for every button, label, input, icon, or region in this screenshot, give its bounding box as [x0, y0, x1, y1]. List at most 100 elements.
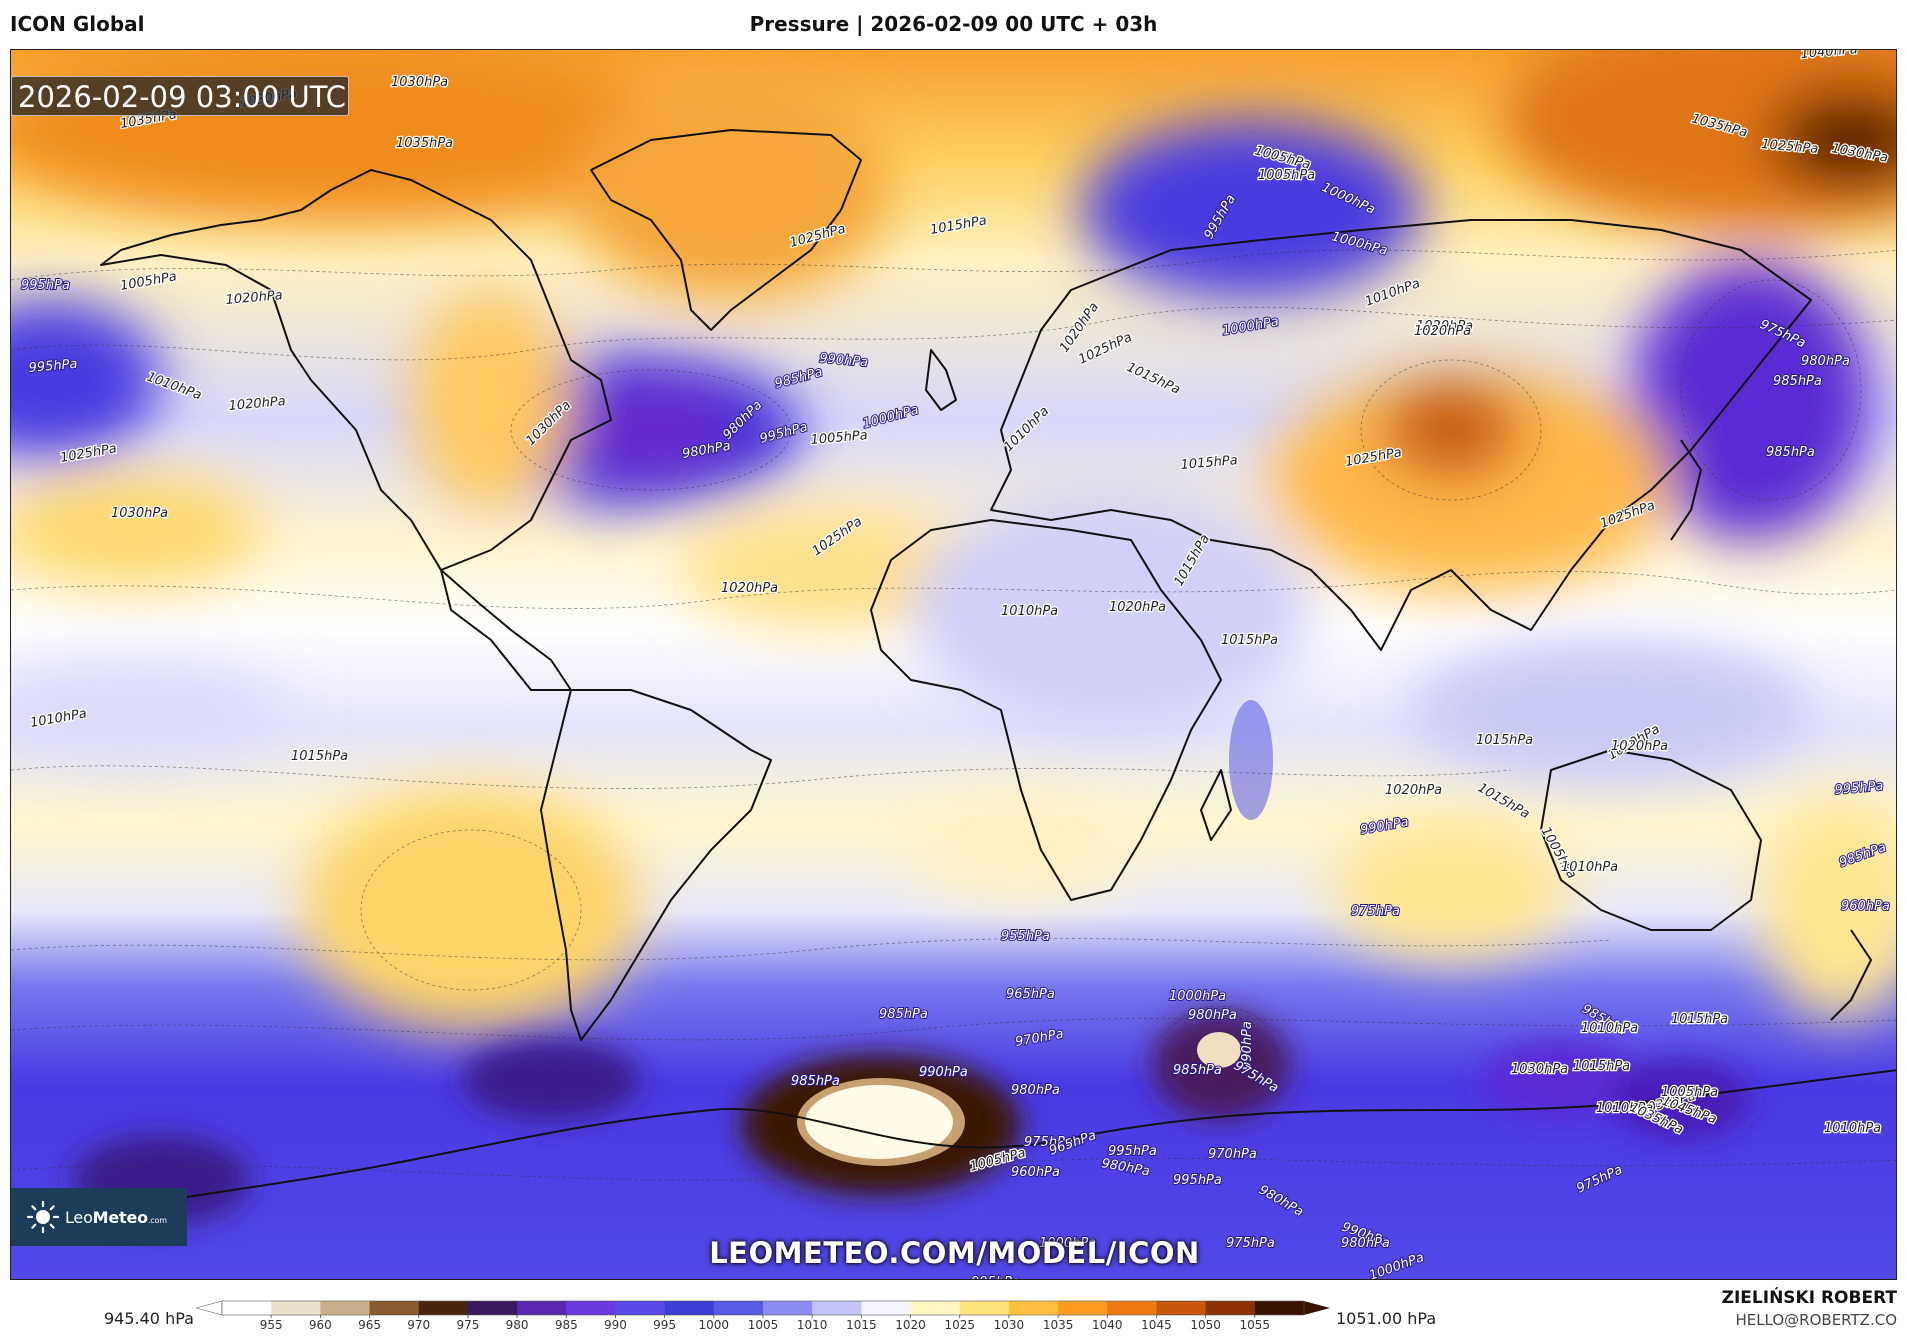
isobar-lines	[11, 249, 1896, 1183]
isobar-label: 1005hPa	[810, 428, 868, 448]
sun-icon	[26, 1200, 60, 1234]
isobar-label: 985hPa	[879, 1007, 928, 1022]
coastlines	[11, 129, 1896, 1231]
isobar-label: 985hPa	[1173, 1063, 1222, 1078]
valid-time-badge: 2026-02-09 03:00 UTC	[11, 76, 349, 116]
isobar-label: 1010hPa	[1596, 1101, 1653, 1116]
isobar-label: 985hPa	[1766, 445, 1815, 460]
isobar-label: 1020hPa	[1414, 324, 1471, 339]
isobar-label: 965hPa	[1006, 987, 1055, 1002]
isobar-label: 990hPa	[919, 1065, 968, 1080]
colorbar-segment	[222, 1301, 272, 1315]
page-title: Pressure | 2026-02-09 00 UTC + 03h	[749, 12, 1158, 36]
north-america-outline	[100, 169, 612, 691]
colorbar-tick-label: 1040	[1092, 1318, 1123, 1332]
eurasia-outline	[990, 219, 1812, 651]
isobar-label: 990hPa	[1240, 1021, 1255, 1070]
colorbar-segment	[320, 1301, 371, 1315]
colorbar-segment	[713, 1301, 764, 1315]
colorbar-segment	[369, 1301, 420, 1315]
colorbar-segment	[1008, 1301, 1059, 1315]
colorbar-segment	[1107, 1301, 1157, 1315]
isobar-label: 995hPa	[1108, 1144, 1157, 1159]
colorbar-segment	[763, 1301, 813, 1315]
colorbar-tick-label: 955	[260, 1318, 283, 1332]
isobar-label: 970hPa	[1208, 1147, 1257, 1162]
isobar-label: 1015hPa	[1476, 733, 1533, 748]
isobar-label: 1030hPa	[1511, 1062, 1568, 1077]
colorbar-tick-label: 1050	[1190, 1318, 1221, 1332]
isobar-label: 980hPa	[1341, 1236, 1390, 1251]
isobar-label: 955hPa	[1001, 929, 1050, 944]
isobar-label: 960hPa	[1841, 899, 1890, 914]
colorbar-max-arrow	[1304, 1301, 1330, 1315]
colorbar-segment	[467, 1301, 518, 1315]
new-zealand-outline	[1830, 929, 1872, 1021]
isobar-label: 1010hPa	[1824, 1121, 1881, 1136]
colorbar-tick-label: 975	[456, 1318, 479, 1332]
isobar-label: 1020hPa	[1385, 783, 1442, 798]
colorbar-min-label: 945.40 hPa	[104, 1309, 194, 1328]
colorbar-tick-label: 1015	[846, 1318, 877, 1332]
isobar-label: 975hPa	[1226, 1236, 1275, 1251]
isobar-label: 1015hPa	[1573, 1059, 1630, 1074]
isobar-label: 995hPa	[1834, 779, 1884, 798]
colorbar-segment	[1205, 1301, 1256, 1315]
colorbar: 955 960 965 970 975 980 985 990 995 1000 1005 1010 1…	[196, 1300, 1330, 1332]
pressure-map[interactable]: 1030hPa1035hPa1030hPa1035hPa1040hPa1035h…	[10, 49, 1897, 1280]
colorbar-segment	[418, 1301, 469, 1315]
africa-outline	[870, 519, 1222, 901]
colorbar-tick-label: 1010	[797, 1318, 828, 1332]
colorbar-segment	[1058, 1301, 1108, 1315]
isobar-label: 1020hPa	[721, 581, 778, 596]
colorbar-tick-label: 995	[653, 1318, 676, 1332]
isobar-label: 1000hPa	[1039, 1236, 1096, 1251]
colorbar-tick-label: 960	[309, 1318, 332, 1332]
isobar-label: 985hPa	[791, 1074, 840, 1089]
isobar-label: 1020hPa	[228, 394, 286, 414]
colorbar-tick-label: 985	[555, 1318, 578, 1332]
isobar-label: 1005hPa	[1258, 168, 1315, 183]
isobar-label: 985hPa	[1773, 374, 1822, 389]
colorbar-min-arrow	[196, 1300, 223, 1316]
isobar-label: 1020hPa	[1611, 739, 1668, 754]
isobar-label: 1010hPa	[1001, 604, 1058, 619]
isobar-label: 995hPa	[28, 357, 78, 376]
author-name: ZIELIŃSKI ROBERT	[1721, 1288, 1897, 1308]
colorbar-tick-label: 1005	[748, 1318, 779, 1332]
colorbar-segment	[1156, 1301, 1207, 1315]
isobar-label: 1025hPa	[1761, 137, 1819, 157]
antarctica-outline	[11, 1069, 1896, 1231]
isobar-label: 1035hPa	[396, 136, 453, 151]
leometeo-logo[interactable]: LeoMeteo.com	[11, 1188, 187, 1246]
isobar-label: 1030hPa	[111, 506, 168, 521]
isobar-label: 990hPa	[819, 351, 869, 370]
isobar-label: 1015hPa	[1221, 633, 1278, 648]
colorbar-segment	[910, 1301, 961, 1315]
model-name: ICON Global	[10, 12, 145, 36]
isobar-label: 995hPa	[21, 278, 70, 293]
isobar-label: 960hPa	[1011, 1165, 1060, 1180]
colorbar-tick-label: 1020	[895, 1318, 926, 1332]
colorbar-segment	[615, 1301, 666, 1315]
isobar-label: 1020hPa	[225, 288, 283, 308]
australia-outline	[1540, 749, 1762, 931]
colorbar-tick-label: 990	[604, 1318, 627, 1332]
colorbar-segment	[566, 1301, 616, 1315]
isobar-label: 1015hPa	[291, 749, 348, 764]
uk-outline	[925, 349, 957, 411]
colorbar-segment	[271, 1301, 321, 1315]
colorbar-segment	[812, 1301, 862, 1315]
colorbar-segment	[959, 1301, 1010, 1315]
isobar-label: 1020hPa	[1416, 319, 1473, 334]
madagascar-outline	[1200, 769, 1232, 841]
colorbar-segment	[664, 1301, 715, 1315]
isobar-label: 995hPa	[1173, 1173, 1222, 1188]
colorbar-segment	[861, 1301, 912, 1315]
colorbar-tick-label: 1035	[1043, 1318, 1074, 1332]
colorbar-tick-label: 1045	[1141, 1318, 1172, 1332]
isobar-label: 1015hPa	[1180, 453, 1238, 473]
colorbar-segment	[517, 1301, 567, 1315]
pressure-field	[11, 50, 1896, 1279]
japan-outline	[1670, 439, 1702, 541]
